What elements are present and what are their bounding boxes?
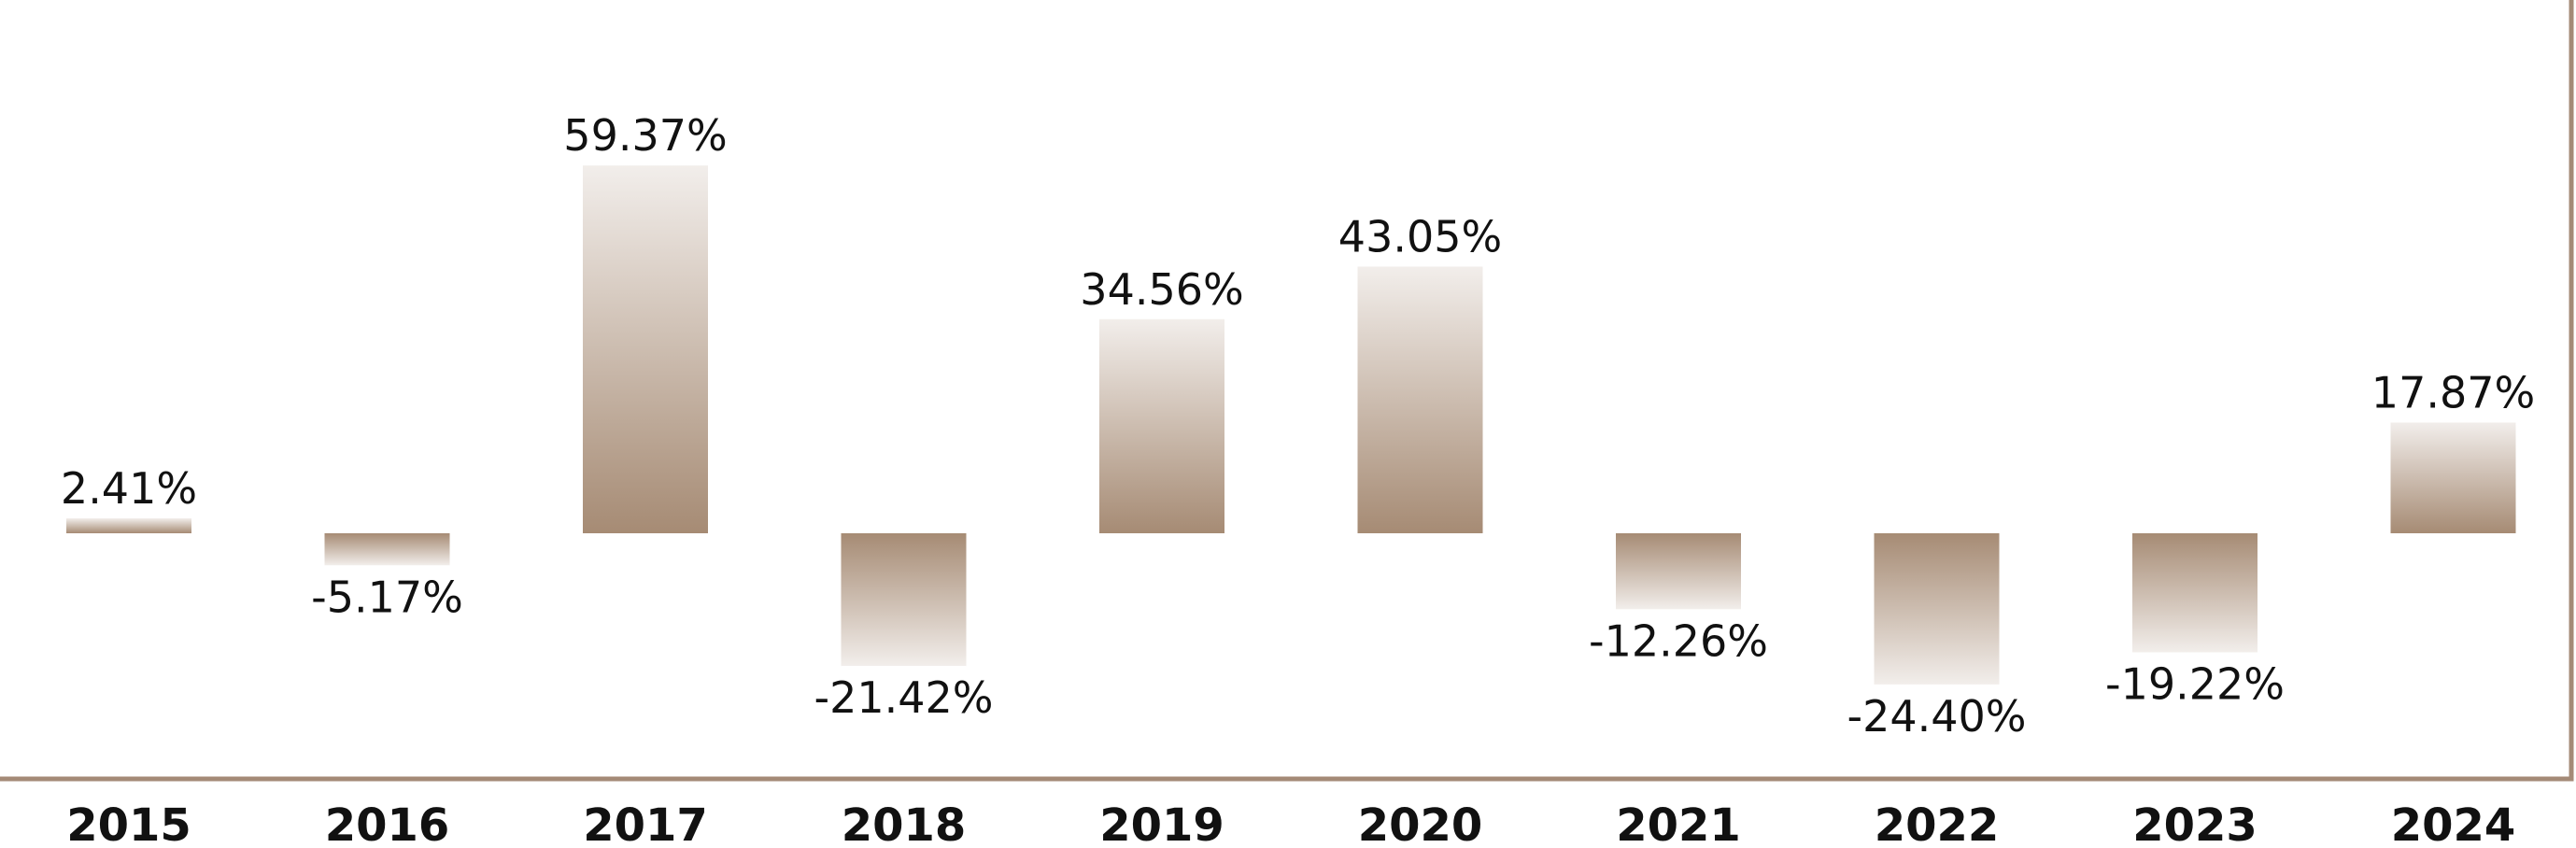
bar-value-label-2020: 43.05% xyxy=(1338,211,1502,261)
bar-value-label-2017: 59.37% xyxy=(563,110,727,161)
bar-value-label-2021: -12.26% xyxy=(1589,615,1768,666)
bar-value-label-2022: -24.40% xyxy=(1847,691,2027,742)
bar-labels-group: 2.41% -5.17% 59.37% -21.42% 34.56% 43.05% -12.… xyxy=(61,110,2535,742)
bar-2022 xyxy=(1874,533,2000,685)
bar-2024 xyxy=(2390,422,2516,533)
bar-2020 xyxy=(1357,266,1483,533)
bar-2016 xyxy=(324,533,450,566)
x-tick-label-2015: 2015 xyxy=(66,799,191,848)
x-tick-label-2023: 2023 xyxy=(2132,799,2258,848)
x-tick-label-2017: 2017 xyxy=(583,799,708,848)
bar-value-label-2016: -5.17% xyxy=(311,572,463,622)
x-tick-label-2019: 2019 xyxy=(1099,799,1224,848)
x-tick-label-2018: 2018 xyxy=(842,799,967,848)
x-tick-label-2020: 2020 xyxy=(1358,799,1483,848)
x-tick-label-2021: 2021 xyxy=(1616,799,1741,848)
bar-2021 xyxy=(1616,533,1741,610)
bar-value-label-2024: 17.87% xyxy=(2371,367,2535,417)
bar-value-label-2019: 34.56% xyxy=(1080,264,1243,315)
bar-value-label-2023: -19.22% xyxy=(2105,658,2285,709)
x-axis-tick-labels: 2015 2016 2017 2018 2019 2020 2021 2022 2023 2024 xyxy=(66,799,2515,848)
bar-value-label-2018: -21.42% xyxy=(814,672,994,723)
bar-2015 xyxy=(66,518,191,533)
x-tick-label-2016: 2016 xyxy=(325,799,450,848)
bar-2018 xyxy=(841,533,967,667)
bars-group xyxy=(66,165,2516,685)
bar-2017 xyxy=(583,165,708,533)
x-tick-label-2022: 2022 xyxy=(1875,799,2000,848)
x-tick-label-2024: 2024 xyxy=(2391,799,2516,848)
bar-2023 xyxy=(2132,533,2258,653)
bar-2019 xyxy=(1099,318,1224,533)
bar-value-label-2015: 2.41% xyxy=(61,463,197,514)
